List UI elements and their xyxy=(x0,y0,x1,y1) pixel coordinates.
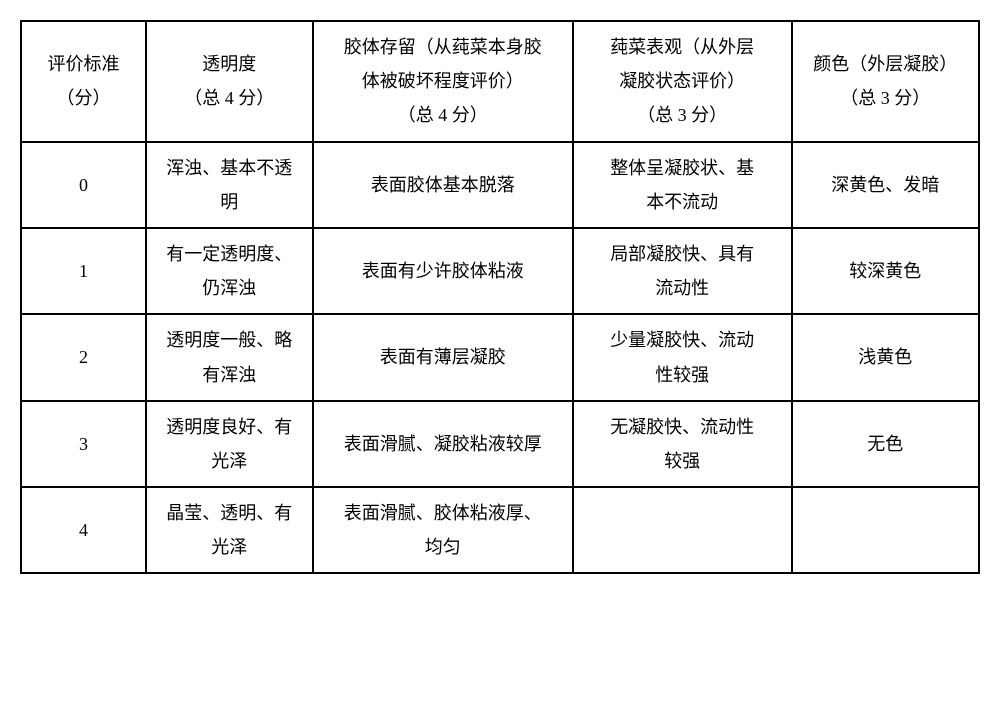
col-header-colloid: 胶体存留（从莼菜本身胶体被破坏程度评价）（总 4 分） xyxy=(313,21,573,142)
cell-transparency: 透明度一般、略有浑浊 xyxy=(146,314,313,400)
cell-appearance: 局部凝胶快、具有流动性 xyxy=(573,228,792,314)
cell-colloid: 表面胶体基本脱落 xyxy=(313,142,573,228)
cell-transparency: 浑浊、基本不透明 xyxy=(146,142,313,228)
col-header-appearance: 莼菜表观（从外层凝胶状态评价）（总 3 分） xyxy=(573,21,792,142)
cell-appearance: 少量凝胶快、流动性较强 xyxy=(573,314,792,400)
cell-criteria: 1 xyxy=(21,228,146,314)
cell-color: 较深黄色 xyxy=(792,228,979,314)
table-row: 1 有一定透明度、仍浑浊 表面有少许胶体粘液 局部凝胶快、具有流动性 较深黄色 xyxy=(21,228,979,314)
cell-appearance xyxy=(573,487,792,573)
cell-color: 深黄色、发暗 xyxy=(792,142,979,228)
cell-appearance: 整体呈凝胶状、基本不流动 xyxy=(573,142,792,228)
cell-transparency: 晶莹、透明、有光泽 xyxy=(146,487,313,573)
cell-appearance: 无凝胶快、流动性较强 xyxy=(573,401,792,487)
col-header-transparency: 透明度（总 4 分） xyxy=(146,21,313,142)
col-header-criteria: 评价标准（分） xyxy=(21,21,146,142)
cell-color xyxy=(792,487,979,573)
cell-transparency: 透明度良好、有光泽 xyxy=(146,401,313,487)
table-row: 0 浑浊、基本不透明 表面胶体基本脱落 整体呈凝胶状、基本不流动 深黄色、发暗 xyxy=(21,142,979,228)
cell-criteria: 3 xyxy=(21,401,146,487)
cell-colloid: 表面有薄层凝胶 xyxy=(313,314,573,400)
cell-color: 无色 xyxy=(792,401,979,487)
cell-colloid: 表面有少许胶体粘液 xyxy=(313,228,573,314)
cell-color: 浅黄色 xyxy=(792,314,979,400)
table-header-row: 评价标准（分） 透明度（总 4 分） 胶体存留（从莼菜本身胶体被破坏程度评价）（… xyxy=(21,21,979,142)
cell-criteria: 4 xyxy=(21,487,146,573)
cell-criteria: 0 xyxy=(21,142,146,228)
table-row: 4 晶莹、透明、有光泽 表面滑腻、胶体粘液厚、均匀 xyxy=(21,487,979,573)
cell-colloid: 表面滑腻、凝胶粘液较厚 xyxy=(313,401,573,487)
evaluation-table: 评价标准（分） 透明度（总 4 分） 胶体存留（从莼菜本身胶体被破坏程度评价）（… xyxy=(20,20,980,574)
cell-criteria: 2 xyxy=(21,314,146,400)
cell-transparency: 有一定透明度、仍浑浊 xyxy=(146,228,313,314)
table-row: 2 透明度一般、略有浑浊 表面有薄层凝胶 少量凝胶快、流动性较强 浅黄色 xyxy=(21,314,979,400)
col-header-color: 颜色（外层凝胶）（总 3 分） xyxy=(792,21,979,142)
cell-colloid: 表面滑腻、胶体粘液厚、均匀 xyxy=(313,487,573,573)
table-row: 3 透明度良好、有光泽 表面滑腻、凝胶粘液较厚 无凝胶快、流动性较强 无色 xyxy=(21,401,979,487)
